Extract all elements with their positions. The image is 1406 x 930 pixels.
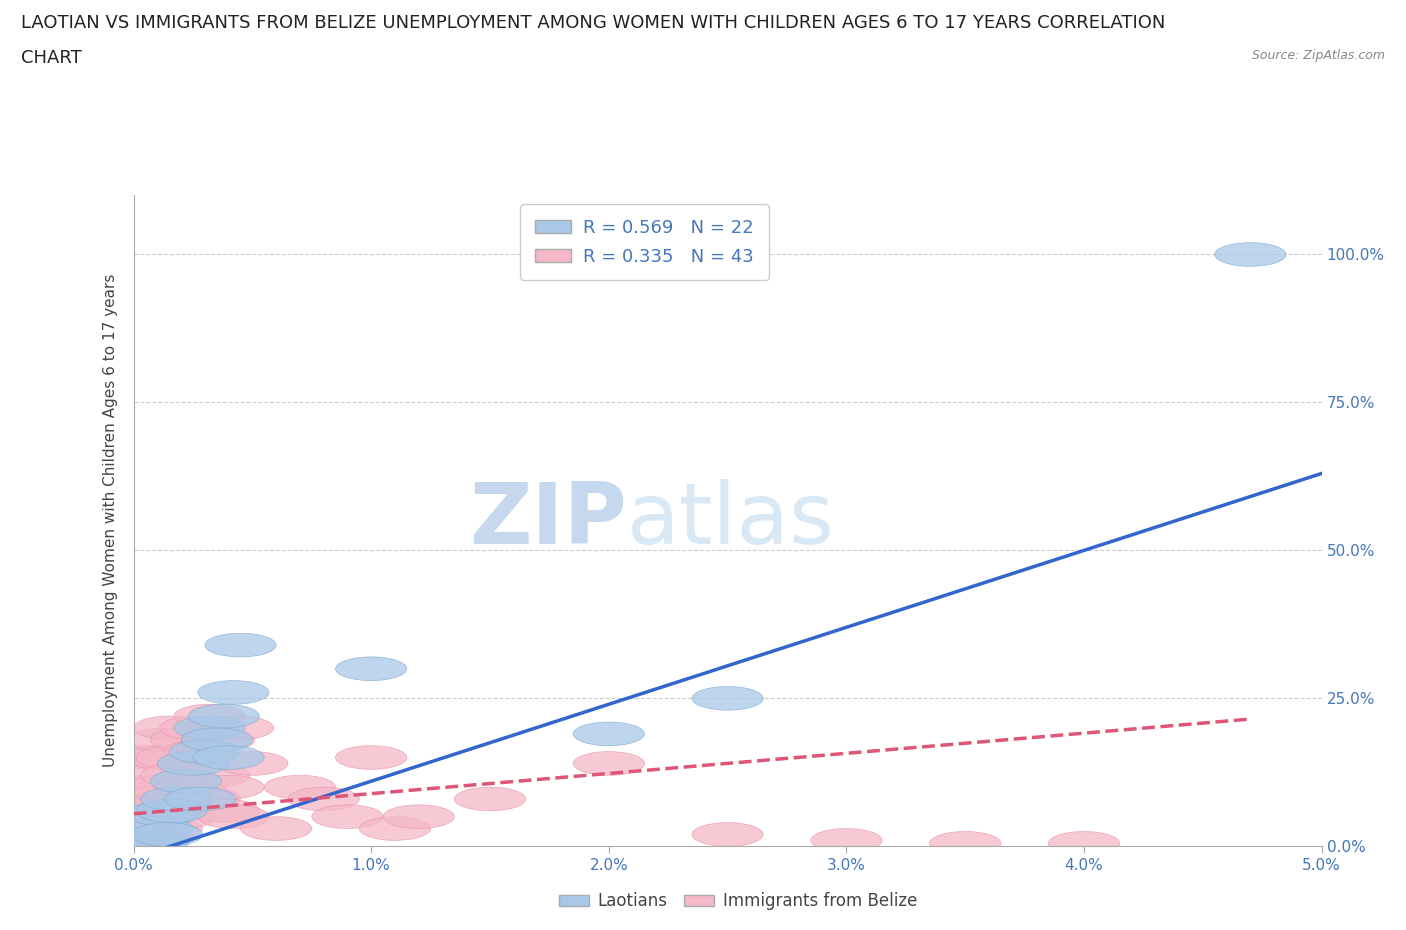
Ellipse shape bbox=[117, 787, 188, 811]
Ellipse shape bbox=[136, 799, 207, 823]
Ellipse shape bbox=[141, 787, 212, 811]
Ellipse shape bbox=[110, 746, 181, 769]
Ellipse shape bbox=[134, 716, 205, 739]
Ellipse shape bbox=[382, 804, 454, 829]
Ellipse shape bbox=[112, 764, 183, 787]
Ellipse shape bbox=[174, 704, 245, 728]
Ellipse shape bbox=[217, 751, 288, 776]
Ellipse shape bbox=[145, 804, 217, 829]
Ellipse shape bbox=[264, 776, 336, 799]
Ellipse shape bbox=[129, 728, 200, 751]
Ellipse shape bbox=[131, 823, 202, 846]
Ellipse shape bbox=[169, 787, 240, 811]
Ellipse shape bbox=[112, 829, 183, 852]
Ellipse shape bbox=[240, 817, 312, 841]
Ellipse shape bbox=[157, 751, 229, 776]
Ellipse shape bbox=[193, 746, 264, 769]
Ellipse shape bbox=[131, 817, 202, 841]
Ellipse shape bbox=[127, 802, 198, 826]
Ellipse shape bbox=[127, 746, 198, 769]
Text: atlas: atlas bbox=[627, 479, 835, 563]
Ellipse shape bbox=[107, 776, 179, 799]
Ellipse shape bbox=[160, 716, 231, 739]
Ellipse shape bbox=[122, 823, 193, 846]
Ellipse shape bbox=[929, 831, 1001, 856]
Ellipse shape bbox=[202, 716, 274, 739]
Ellipse shape bbox=[169, 739, 240, 764]
Ellipse shape bbox=[141, 764, 212, 787]
Ellipse shape bbox=[288, 787, 360, 811]
Ellipse shape bbox=[692, 823, 763, 846]
Ellipse shape bbox=[692, 686, 763, 711]
Ellipse shape bbox=[193, 776, 264, 799]
Ellipse shape bbox=[454, 787, 526, 811]
Ellipse shape bbox=[122, 817, 193, 841]
Ellipse shape bbox=[574, 722, 644, 746]
Y-axis label: Unemployment Among Women with Children Ages 6 to 17 years: Unemployment Among Women with Children A… bbox=[103, 274, 118, 767]
Ellipse shape bbox=[574, 751, 644, 776]
Ellipse shape bbox=[165, 739, 236, 764]
Ellipse shape bbox=[120, 811, 191, 834]
Ellipse shape bbox=[117, 831, 188, 856]
Ellipse shape bbox=[188, 704, 260, 728]
Ellipse shape bbox=[174, 716, 245, 739]
Ellipse shape bbox=[150, 769, 222, 793]
Ellipse shape bbox=[1049, 831, 1119, 856]
Ellipse shape bbox=[360, 817, 430, 841]
Ellipse shape bbox=[183, 728, 254, 751]
Ellipse shape bbox=[114, 799, 186, 823]
Ellipse shape bbox=[312, 804, 382, 829]
Ellipse shape bbox=[1215, 243, 1286, 266]
Legend: R = 0.569   N = 22, R = 0.335   N = 43: R = 0.569 N = 22, R = 0.335 N = 43 bbox=[520, 205, 769, 280]
Text: ZIP: ZIP bbox=[468, 479, 627, 563]
Ellipse shape bbox=[105, 787, 176, 811]
Ellipse shape bbox=[103, 831, 174, 856]
Ellipse shape bbox=[336, 746, 406, 769]
Ellipse shape bbox=[107, 831, 179, 856]
Text: Source: ZipAtlas.com: Source: ZipAtlas.com bbox=[1251, 49, 1385, 62]
Ellipse shape bbox=[155, 776, 226, 799]
Ellipse shape bbox=[150, 728, 222, 751]
Ellipse shape bbox=[188, 799, 260, 823]
Ellipse shape bbox=[198, 681, 269, 704]
Ellipse shape bbox=[136, 746, 207, 769]
Ellipse shape bbox=[181, 728, 253, 751]
Ellipse shape bbox=[205, 633, 276, 657]
Ellipse shape bbox=[179, 764, 250, 787]
Ellipse shape bbox=[124, 776, 195, 799]
Ellipse shape bbox=[198, 804, 269, 829]
Ellipse shape bbox=[811, 829, 882, 852]
Text: LAOTIAN VS IMMIGRANTS FROM BELIZE UNEMPLOYMENT AMONG WOMEN WITH CHILDREN AGES 6 : LAOTIAN VS IMMIGRANTS FROM BELIZE UNEMPL… bbox=[21, 14, 1166, 32]
Legend: Laotians, Immigrants from Belize: Laotians, Immigrants from Belize bbox=[553, 885, 924, 917]
Text: CHART: CHART bbox=[21, 49, 82, 67]
Ellipse shape bbox=[336, 657, 406, 681]
Ellipse shape bbox=[165, 787, 236, 811]
